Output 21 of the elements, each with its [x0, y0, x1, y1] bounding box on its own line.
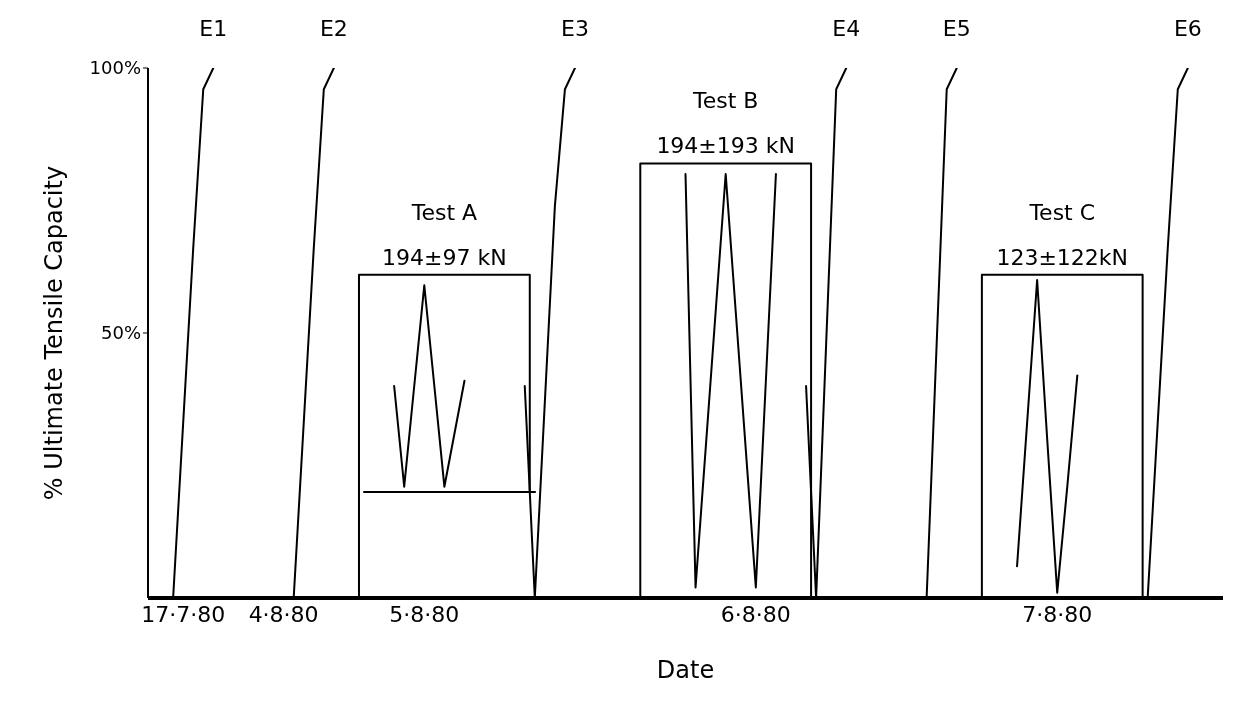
series-label: E2 [319, 16, 348, 41]
series-label: E5 [942, 16, 971, 41]
y-tick-label: 50% [100, 322, 141, 344]
series-label: E1 [199, 16, 228, 41]
annotation: Test A [410, 199, 478, 225]
series-label: E6 [1173, 16, 1202, 41]
x-axis-title: Date [656, 656, 715, 684]
series-label: E3 [561, 16, 589, 41]
annotation: Test B [691, 88, 759, 114]
series-label: 123±122kN [996, 244, 1129, 270]
series-label: E4 [832, 16, 861, 41]
x-tick-label: 6·8·80 [720, 601, 791, 627]
x-tick-label: 7·8·80 [1022, 601, 1093, 627]
x-tick-label: 17·7·80 [141, 601, 226, 627]
series-label: 194±97 kN [382, 244, 507, 270]
x-tick-label: 4·8·80 [248, 601, 319, 627]
y-axis-title: % Ultimate Tensile Capacity [39, 165, 68, 501]
series-label: 194±193 kN [656, 133, 795, 159]
annotation: Test C [1028, 199, 1096, 225]
y-tick-label: 100% [89, 57, 141, 79]
x-tick-label: 5·8·80 [389, 601, 460, 627]
